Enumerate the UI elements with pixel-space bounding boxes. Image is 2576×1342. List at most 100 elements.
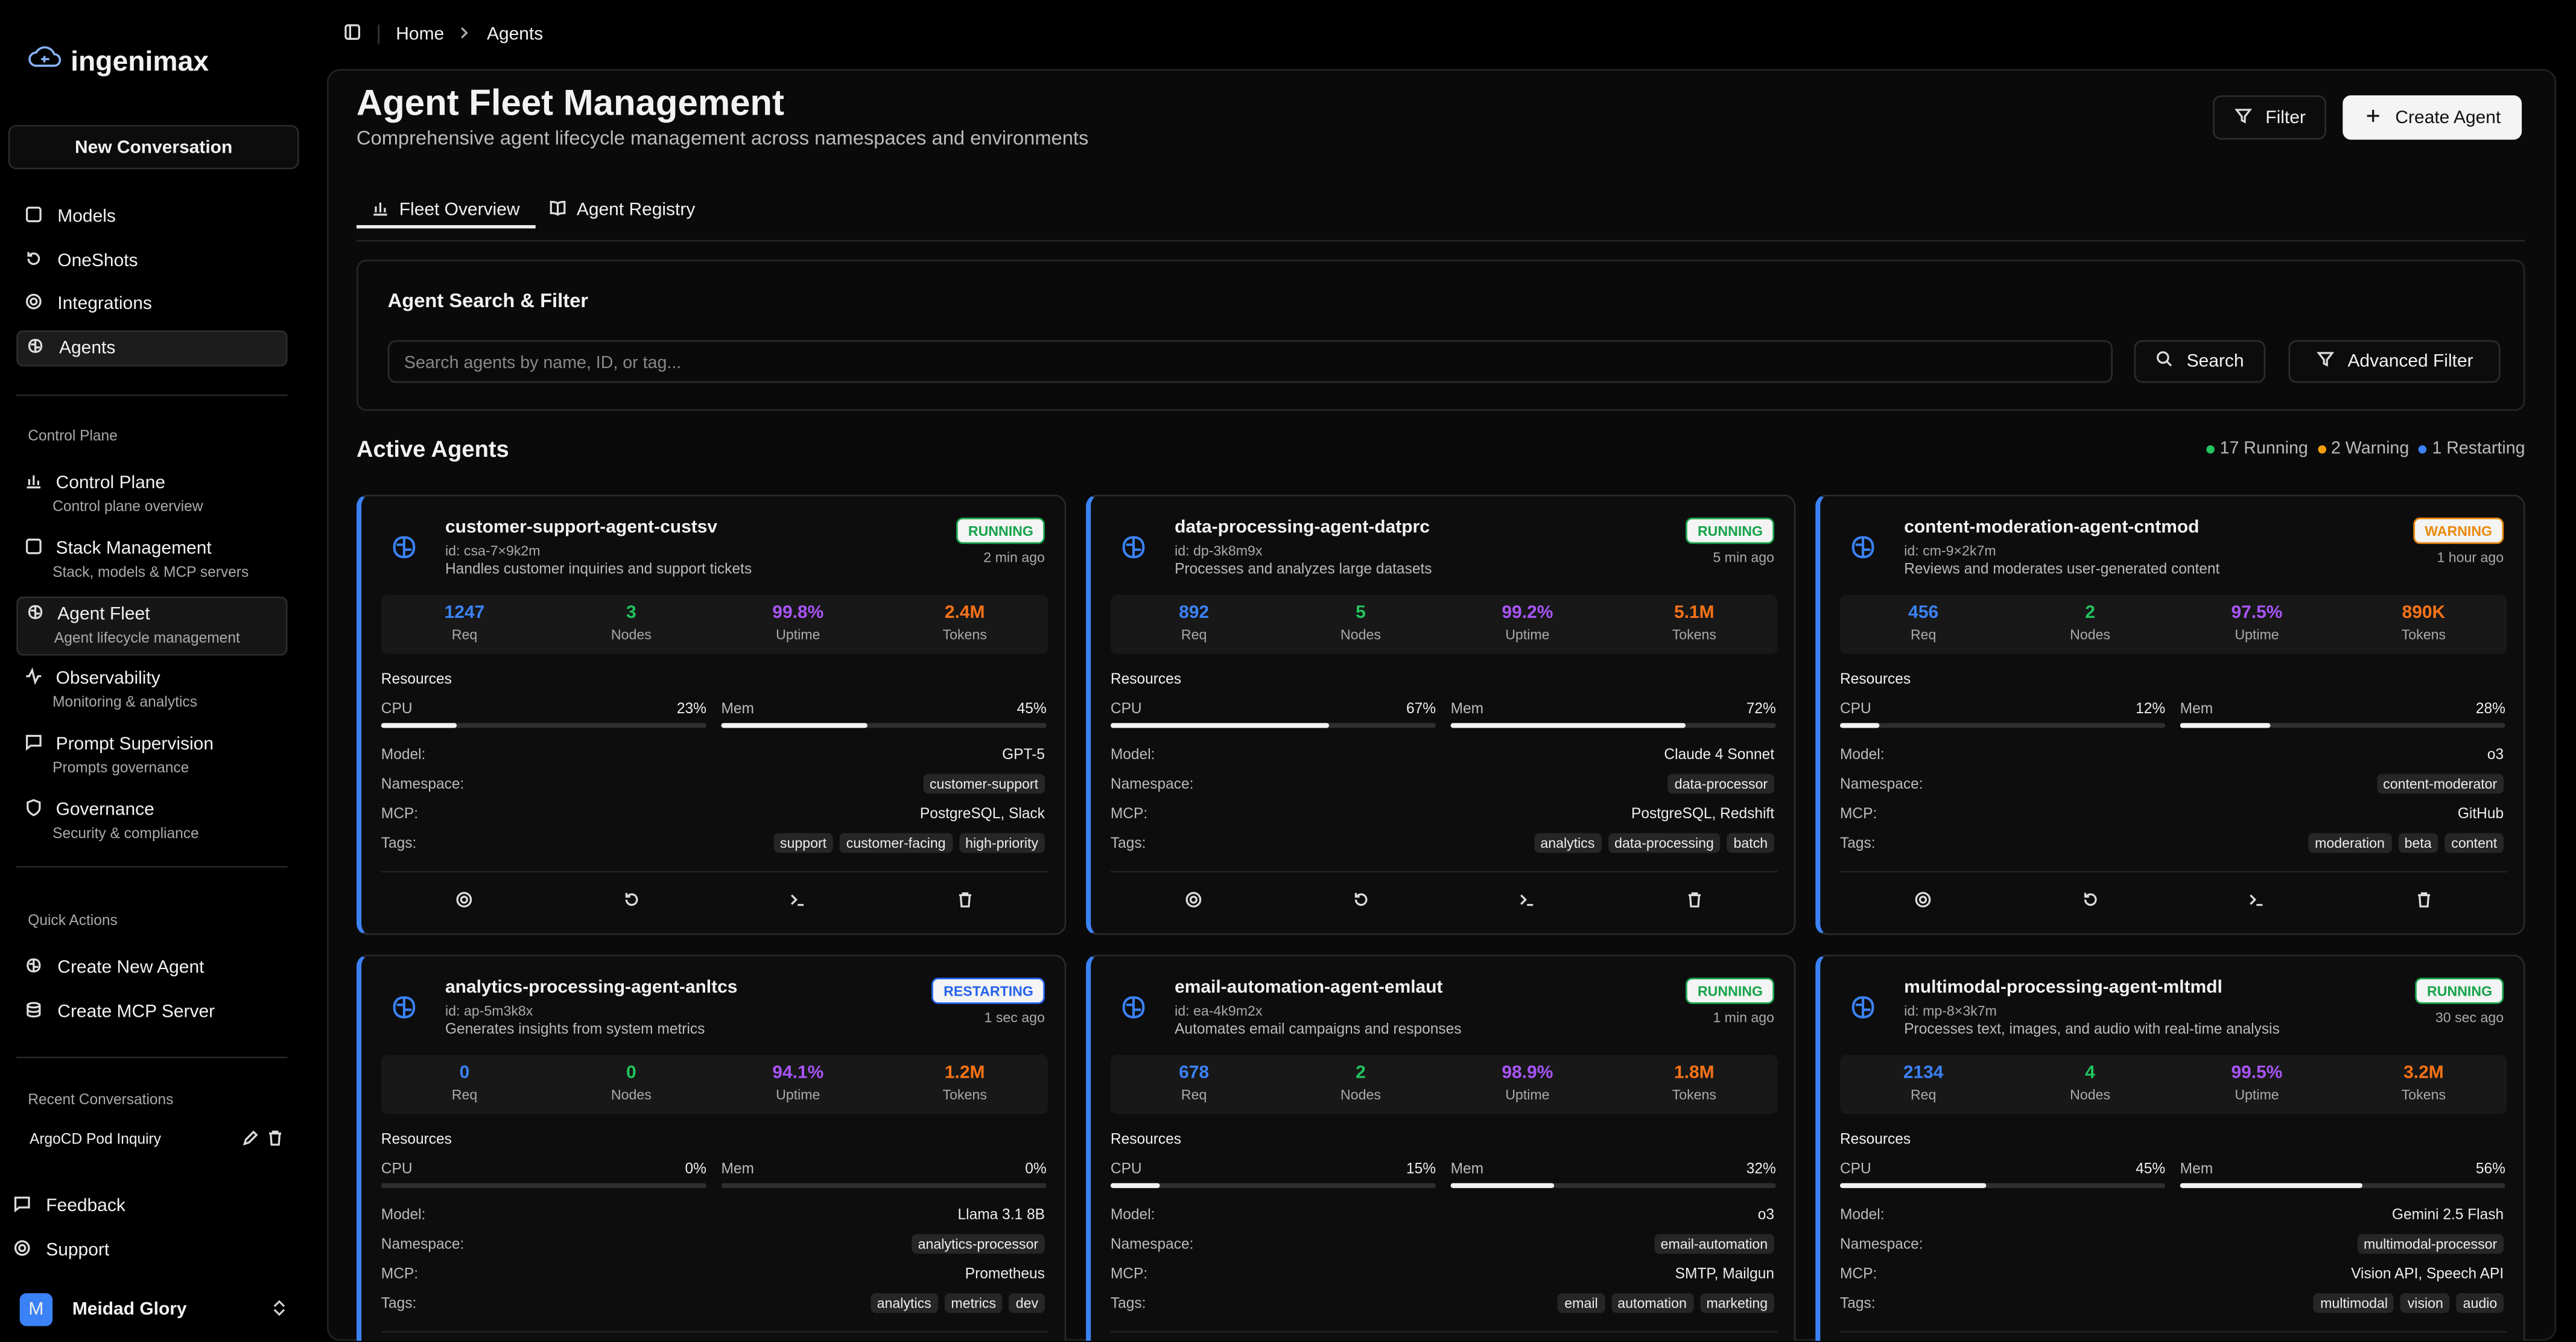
item-title: Stack Management xyxy=(56,538,212,559)
resource-label: CPU xyxy=(1110,1160,1142,1177)
resource-bar xyxy=(1450,723,1685,728)
field-value: multimodal vision audio xyxy=(2314,1293,2504,1313)
tag: customer-facing xyxy=(839,833,953,853)
stat-value: 94.1% xyxy=(772,1063,824,1083)
mcp: SMTP, Mailgun xyxy=(1675,1265,1775,1282)
field-value: email-automation xyxy=(1654,1234,1775,1254)
user-avatar: M xyxy=(19,1293,53,1326)
section-title: Control Plane xyxy=(28,427,118,444)
new-conversation-button[interactable]: New Conversation xyxy=(8,124,299,170)
namespace: customer-support xyxy=(923,774,1045,794)
agent-name[interactable]: email-automation-agent-emlaut xyxy=(1175,978,1443,997)
tag: audio xyxy=(2456,1293,2504,1313)
stat: 99.2% Uptime xyxy=(1444,595,1611,654)
tab[interactable]: Agent Registry xyxy=(549,199,695,222)
stats: 678 Req 2 Nodes 98.9% Uptime 1.8M Tokens xyxy=(1110,1055,1778,1115)
resource-value: 12% xyxy=(2136,700,2166,717)
stat-label: Tokens xyxy=(942,626,987,643)
crumb-sep xyxy=(460,25,470,45)
advanced-filter-button[interactable]: Advanced Filter xyxy=(2288,340,2501,383)
tag: automation xyxy=(1611,1293,1693,1313)
last-seen: 30 sec ago xyxy=(2435,1009,2504,1026)
breadcrumb: Home Agents xyxy=(343,23,543,46)
stat-label: Tokens xyxy=(942,1086,987,1103)
agent-name[interactable]: multimodal-processing-agent-mltmdl xyxy=(1904,978,2222,997)
action-button[interactable] xyxy=(1185,888,1203,917)
action-button[interactable] xyxy=(2081,888,2099,917)
resource-track xyxy=(1110,723,1436,728)
quick-action[interactable]: Create MCP Server xyxy=(16,993,287,1029)
control-plane-item[interactable]: Prompt Supervision Prompts governance xyxy=(16,728,287,787)
control-plane-item[interactable]: Observability Monitoring & analytics xyxy=(16,663,287,722)
agent-description: Processes text, images, and audio with r… xyxy=(1904,1020,2280,1037)
resource-value: 32% xyxy=(1746,1160,1776,1177)
mcp: Vision API, Speech API xyxy=(2351,1265,2504,1282)
action-button[interactable] xyxy=(789,888,807,917)
search-input[interactable]: Search agents by name, ID, or tag... xyxy=(387,340,2113,383)
agent-name[interactable]: content-moderation-agent-cntmod xyxy=(1904,517,2200,538)
action-button[interactable] xyxy=(622,888,640,917)
filter-button[interactable]: Filter xyxy=(2213,95,2327,140)
agent-name[interactable]: customer-support-agent-custsv xyxy=(445,517,718,538)
item-subtitle: Agent lifecycle management xyxy=(54,630,240,647)
crumb[interactable]: Home xyxy=(396,24,445,45)
action-button[interactable] xyxy=(1914,888,1932,917)
field-value: GitHub xyxy=(2458,804,2504,821)
search-button[interactable]: Search xyxy=(2134,340,2265,383)
nav-item[interactable]: Integrations xyxy=(16,286,287,322)
action-button[interactable] xyxy=(956,888,974,917)
field-value: Prometheus xyxy=(965,1264,1045,1282)
card-actions xyxy=(1840,888,2507,917)
agent-icon xyxy=(389,532,419,570)
stat-value: 678 xyxy=(1179,1063,1210,1083)
recent-conversation[interactable]: ArgoCD Pod Inquiry xyxy=(30,1130,162,1147)
quick-action[interactable]: Create New Agent xyxy=(16,950,287,986)
control-plane-item[interactable]: Governance Security & compliance xyxy=(16,793,287,852)
action-button[interactable] xyxy=(455,888,474,917)
action-button[interactable] xyxy=(1685,888,1703,917)
resource-bar xyxy=(1839,1183,1987,1188)
tag: email xyxy=(1558,1293,1605,1313)
agent-description: Generates insights from system metrics xyxy=(445,1020,705,1037)
sidebar-toggle[interactable] xyxy=(343,23,361,46)
stat-label: Req xyxy=(1181,1086,1207,1103)
stat: 98.9% Uptime xyxy=(1444,1055,1611,1114)
agent-name[interactable]: data-processing-agent-datprc xyxy=(1175,517,1430,538)
tag: moderation xyxy=(2308,833,2391,853)
control-plane-item[interactable]: Control Plane Control plane overview xyxy=(16,466,287,526)
tab[interactable]: Fleet Overview xyxy=(371,199,520,222)
stat: 2 Nodes xyxy=(2007,595,2173,654)
action-button[interactable] xyxy=(2414,888,2432,917)
nav-item[interactable]: Agents xyxy=(16,329,288,366)
stat: 3.2M Tokens xyxy=(2340,1055,2507,1114)
action-button[interactable] xyxy=(1518,888,1537,917)
card-actions xyxy=(381,888,1048,917)
stat-value: 98.9% xyxy=(1502,1063,1553,1083)
stat-value: 456 xyxy=(1908,603,1939,623)
footer-link[interactable]: Feedback xyxy=(5,1188,276,1224)
nav-item[interactable]: Models xyxy=(16,199,287,235)
agent-id: id: csa-7×9k2m xyxy=(445,542,541,559)
item-subtitle: Stack, models & MCP servers xyxy=(52,563,249,580)
agent-name[interactable]: analytics-processing-agent-anltcs xyxy=(445,978,738,997)
stat-value: 1.2M xyxy=(944,1063,985,1083)
stats: 0 Req 0 Nodes 94.1% Uptime 1.2M Tokens xyxy=(381,1055,1048,1115)
resource-value: 0% xyxy=(685,1160,706,1177)
user-menu[interactable]: M Meidad Glory xyxy=(19,1293,286,1326)
control-plane-item[interactable]: Agent Fleet Agent lifecycle management xyxy=(16,597,288,657)
item-title: Prompt Supervision xyxy=(56,734,214,754)
agent-icon xyxy=(1118,993,1148,1031)
nav-item[interactable]: OneShots xyxy=(16,243,287,279)
stat-label: Tokens xyxy=(2401,626,2446,643)
action-button[interactable] xyxy=(1352,888,1370,917)
stat-label: Nodes xyxy=(2070,1086,2111,1103)
stats: 892 Req 5 Nodes 99.2% Uptime 5.1M Tokens xyxy=(1110,594,1778,654)
field-label: Tags: xyxy=(1839,835,1876,851)
footer-link[interactable]: Support xyxy=(5,1232,276,1268)
resource-track xyxy=(1839,1183,2166,1188)
action-button[interactable] xyxy=(2248,888,2266,917)
control-plane-item[interactable]: Stack Management Stack, models & MCP serv… xyxy=(16,532,287,591)
namespace: multimodal-processor xyxy=(2357,1234,2504,1254)
field-value: PostgreSQL, Slack xyxy=(920,804,1045,821)
create-agent-button[interactable]: Create Agent xyxy=(2343,95,2522,140)
